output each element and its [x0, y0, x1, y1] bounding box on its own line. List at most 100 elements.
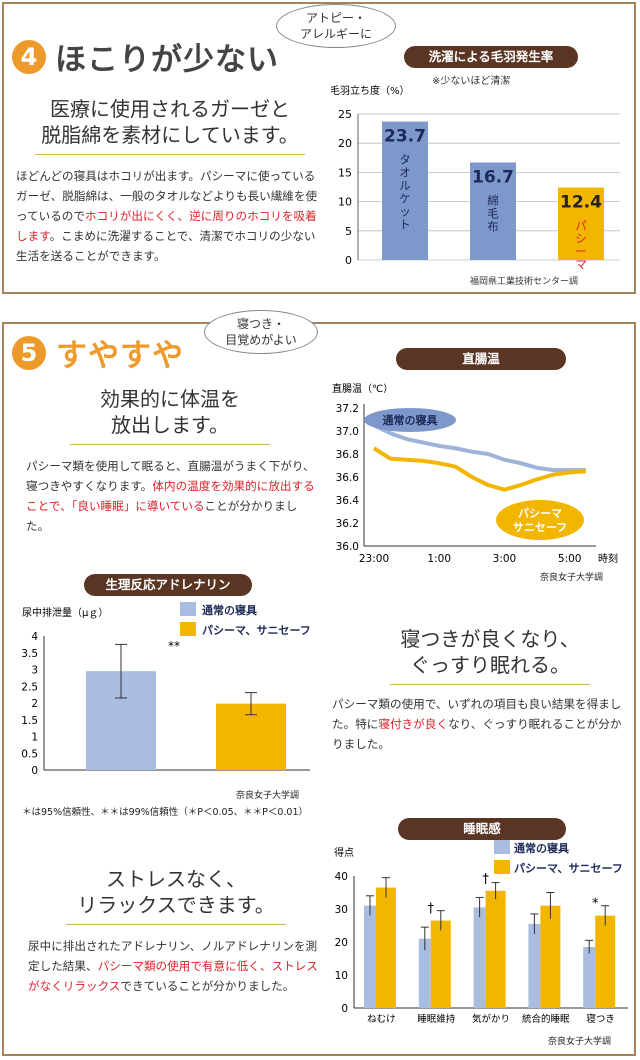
bar-category-char: シ — [575, 232, 587, 246]
y-axis-label: 得点 — [334, 847, 354, 859]
dust-body-text: ほどんどの寝具はホコリが出ます。パシーマに使っているガーゼ、脱脂綿は、一般のタオ… — [16, 166, 324, 266]
y-tick-label: 1.5 — [21, 715, 38, 727]
y-tick-label: 15 — [338, 166, 352, 179]
y-tick-label: 37.0 — [336, 426, 359, 438]
legend-callout — [496, 500, 584, 540]
heading-line: 効果的に体温を — [100, 387, 240, 411]
heading-line: リラックスできます。 — [77, 893, 275, 917]
heading-line: 医療に使用されるガーゼと — [50, 97, 290, 121]
tag-bubble-sleep: 寝つき・ 目覚めがよい — [204, 310, 318, 354]
y-axis-label: 尿中排泄量（μｇ） — [22, 606, 108, 619]
y-tick-label: 36.8 — [336, 449, 359, 461]
bar — [595, 915, 616, 1008]
bar — [470, 162, 516, 260]
x-axis-label: 時刻 — [598, 552, 618, 565]
sleep-chart: 得点 40 30 20 10 0 ねむけ † 睡眠維持 † 気がかり 統合的睡眠 * 寝つき 通常の寝具パシ… — [334, 840, 628, 1025]
temperature-chart-title: 直腸温 — [396, 348, 566, 370]
y-tick-label: 36.0 — [336, 541, 359, 553]
sleep-chart-title: 睡眠感 — [398, 818, 566, 840]
y-tick-label: 1 — [31, 732, 38, 744]
heading-line: ストレスなく、 — [106, 867, 246, 891]
heading-line: 寝つきが良くなり、 — [400, 627, 580, 651]
x-tick-label: 睡眠維持 — [417, 1013, 456, 1025]
legend-swatch — [180, 602, 196, 616]
bar — [376, 887, 396, 1008]
y-tick-label: 5 — [345, 225, 352, 238]
series-label: サニセーフ — [513, 521, 567, 534]
body-text: パシーマ類の使用で、いずれの項目も良い結果を得ました。特に — [332, 697, 622, 731]
body-text: 。こまめに洗濯することで、清潔でホコリの少ない生活を送ることができます。 — [16, 229, 316, 263]
y-tick-label: 3.5 — [21, 648, 38, 660]
bar-value-label: 23.7 — [384, 127, 426, 147]
y-tick-label: 0.5 — [21, 748, 38, 760]
bar-category-char: 毛 — [487, 206, 499, 220]
sleep-chart-source: 奈良女子大学調 — [548, 1037, 612, 1047]
bar — [528, 923, 541, 1008]
body-text: ことが分かりました。 — [26, 499, 298, 533]
adrenaline-chart: 尿中排泄量（μｇ） 4 3.5 3 2.5 2 1.5 1 0.5 0 通常の寝具パシーマ、サニセー… — [21, 602, 311, 777]
y-tick-label: 2.5 — [21, 681, 38, 693]
bar-category-char: パ — [575, 219, 587, 233]
stress-heading: ストレスなく、 リラックスできます。 — [56, 866, 296, 925]
gauze-heading: 医療に使用されるガーゼと 脱脂綿を素材にしています。 — [30, 96, 310, 155]
y-tick-label: 36.4 — [336, 495, 360, 507]
body-highlight: 体内の温度を効果的に放出することで、「良い睡眠」に導いている — [26, 479, 315, 513]
y-axis-label: 直腸温（℃） — [332, 382, 393, 395]
fluff-chart-title: 洗濯による毛羽発生率 — [404, 46, 578, 68]
bar-category-char: 布 — [487, 219, 499, 233]
section-title: ほこりが少ない — [55, 42, 279, 78]
bar — [473, 907, 486, 1008]
y-tick-label: 10 — [335, 970, 348, 982]
temperature-heading: 効果的に体温を 放出します。 — [60, 386, 280, 445]
tag-line: アトピー・ — [305, 11, 366, 25]
significance-marker: † — [428, 902, 435, 917]
series-label: パシーマ — [518, 507, 562, 520]
heading-line: ぐっすり眠れる。 — [410, 653, 570, 677]
heading-line: 放出します。 — [111, 413, 229, 437]
bar — [540, 905, 561, 1008]
y-tick-label: 40 — [335, 871, 348, 883]
heading-underline — [66, 924, 286, 925]
tag-bubble-atopy: アトピー・ アレルギーに — [276, 4, 396, 48]
body-highlight: 寝付きが良く — [378, 717, 448, 731]
bar — [382, 121, 428, 260]
y-tick-label: 0 — [341, 1003, 348, 1015]
y-tick-label: 2 — [31, 698, 38, 710]
temperature-chart: 直腸温（℃） 37.2 37.0 36.8 36.6 36.4 36.2 36.023:00 1… — [332, 382, 618, 565]
y-tick-label: 25 — [338, 108, 352, 121]
legend-callout — [364, 408, 456, 432]
y-tick-label: 20 — [335, 937, 348, 949]
section-number-badge: 5 — [12, 336, 46, 370]
adrenaline-footnote: ＊は95%信頼性、＊＊は99%信頼性（＊P＜0.05、＊＊P＜0.01） — [22, 807, 308, 818]
x-tick-label: 気がかり — [472, 1013, 510, 1025]
significance-marker: ** — [168, 639, 180, 653]
body-highlight: ホコリが出にくく、逆に周りのホコリを吸着します — [16, 209, 317, 243]
bar-category-char: 綿 — [487, 193, 499, 207]
y-tick-label: 0 — [31, 765, 38, 777]
legend-label: パシーマ、サニセーフ — [514, 862, 623, 875]
bar-category-char: ケ — [399, 192, 411, 206]
bar — [583, 946, 596, 1008]
bar-category-char: ル — [399, 179, 411, 193]
section-title: すやすや — [56, 338, 184, 374]
bar — [418, 938, 431, 1008]
x-tick-label: 統合的睡眠 — [522, 1013, 570, 1025]
x-tick-label: 1:00 — [427, 553, 451, 565]
temperature-body-text: パシーマ類を使用して眠ると、直腸温がうまく下がり、寝つきやすくなります。体内の温… — [26, 456, 316, 536]
legend-swatch — [180, 622, 196, 636]
bar — [430, 920, 451, 1008]
heading-underline — [35, 154, 305, 155]
series-label: 通常の寝具 — [383, 413, 438, 427]
bar-value-label: 16.7 — [472, 167, 514, 187]
y-tick-label: 20 — [338, 137, 352, 150]
body-highlight: パシーマ類の使用で有意に低く、ストレスがなくリラックス — [28, 959, 318, 993]
series-line — [372, 446, 587, 492]
adrenaline-chart-source: 奈良女子大学調 — [236, 791, 300, 801]
bar — [485, 890, 506, 1008]
x-tick-label: 寝つき — [586, 1013, 615, 1025]
bar-category-char: タ — [399, 153, 411, 167]
legend-label: パシーマ、サニセーフ — [202, 624, 311, 637]
x-tick-label: 23:00 — [359, 553, 389, 565]
bar-category-char: オ — [399, 166, 411, 180]
y-tick-label: 36.2 — [336, 518, 359, 530]
